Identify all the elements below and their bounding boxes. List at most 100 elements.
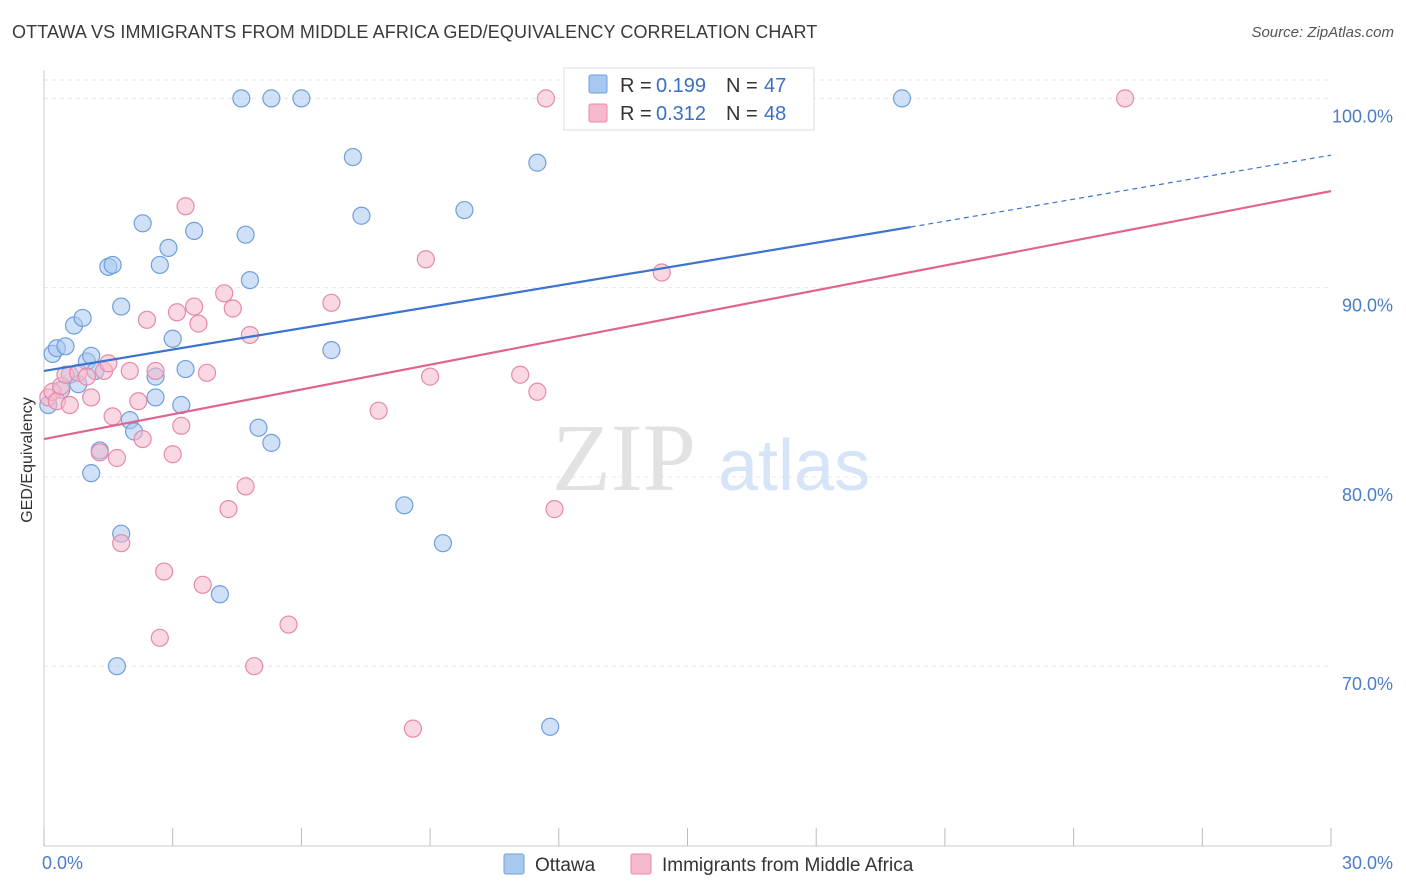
point-s1-18 xyxy=(137,310,157,329)
watermark: ZIP atlas xyxy=(552,404,870,511)
bottom-legend-immigrants: Immigrants from Middle Africa xyxy=(662,855,914,876)
legend-r-label-1: R = xyxy=(620,75,657,97)
watermark-atlas: atlas xyxy=(718,426,870,506)
point-s1-42 xyxy=(511,365,530,384)
trend-lines xyxy=(43,154,1332,441)
point-s0-43 xyxy=(541,717,560,736)
trend-line-s0 xyxy=(43,226,911,373)
point-s0-13 xyxy=(103,255,122,275)
y-tick-label-3: 100.0% xyxy=(1332,106,1393,126)
y-tick-label-2: 90.0% xyxy=(1342,296,1393,316)
point-s1-5 xyxy=(60,395,79,415)
point-s0-10 xyxy=(82,464,101,483)
point-s1-15 xyxy=(120,361,139,381)
point-s0-33 xyxy=(262,89,281,108)
bottom-legend: Ottawa Immigrants from Middle Africa xyxy=(503,853,914,876)
trend-line-s1 xyxy=(43,190,1332,441)
axes xyxy=(43,70,1332,847)
point-s0-27 xyxy=(185,221,204,240)
legend-r-value-2: 0.312 xyxy=(656,103,706,125)
point-s1-11 xyxy=(99,354,118,373)
point-s0-26 xyxy=(176,359,195,379)
x-tick-label-0: 0.0% xyxy=(42,853,83,873)
bottom-legend-swatch-ottawa xyxy=(503,853,525,875)
point-s1-31 xyxy=(219,500,238,519)
y-axis-label: GED/Equivalency xyxy=(19,397,36,522)
point-s1-38 xyxy=(369,401,388,420)
point-s0-6 xyxy=(73,308,92,328)
series-immigrants-middle-africa xyxy=(39,89,1135,738)
point-s1-8 xyxy=(82,388,101,407)
point-s0-30 xyxy=(236,225,255,244)
grid-lines xyxy=(44,79,1331,667)
point-s1-22 xyxy=(163,445,182,464)
bottom-legend-ottawa: Ottawa xyxy=(535,855,596,876)
legend-r-value-1: 0.199 xyxy=(656,75,706,97)
point-s0-16 xyxy=(107,657,127,676)
point-s0-31 xyxy=(240,270,260,290)
point-s0-14 xyxy=(112,297,131,316)
point-s1-43 xyxy=(528,382,547,401)
point-s0-37 xyxy=(343,147,362,167)
point-s0-36 xyxy=(322,341,341,360)
point-s1-44 xyxy=(536,89,556,108)
point-s1-39 xyxy=(403,719,423,738)
point-s0-3 xyxy=(56,337,75,356)
point-s0-23 xyxy=(159,238,178,258)
legend-box: R = 0.199 N = 47 R = 0.312 N = 48 xyxy=(563,67,815,131)
point-s0-32 xyxy=(249,418,268,437)
point-s1-33 xyxy=(236,477,255,496)
point-s1-7 xyxy=(77,367,97,386)
point-s1-25 xyxy=(176,197,195,216)
bottom-legend-swatch-immigrants xyxy=(630,853,652,875)
legend-n-label-2: N = xyxy=(726,103,763,125)
point-s1-12 xyxy=(103,407,122,426)
point-s1-21 xyxy=(155,562,174,581)
point-s1-9 xyxy=(90,443,109,462)
point-s1-32 xyxy=(223,299,242,318)
point-s0-44 xyxy=(892,89,912,108)
point-s1-26 xyxy=(185,297,204,316)
point-s1-24 xyxy=(172,416,191,435)
point-s1-29 xyxy=(197,363,217,382)
point-s0-24 xyxy=(163,329,182,348)
point-s1-16 xyxy=(129,392,148,411)
chart-title: OTTAWA VS IMMIGRANTS FROM MIDDLE AFRICA … xyxy=(12,22,818,42)
legend-n-value-1: 47 xyxy=(764,75,786,97)
x-tick-labels: 0.0% 30.0% xyxy=(42,853,1393,873)
point-s1-35 xyxy=(245,657,264,676)
point-s0-34 xyxy=(262,433,281,452)
point-s0-29 xyxy=(232,89,251,108)
point-s0-42 xyxy=(528,153,547,172)
point-s1-19 xyxy=(146,361,165,381)
point-s1-14 xyxy=(112,534,131,553)
point-s1-23 xyxy=(167,303,187,322)
point-s0-40 xyxy=(433,534,453,553)
point-s1-17 xyxy=(133,429,152,449)
point-s1-13 xyxy=(107,448,127,468)
trend-line-ext-s0 xyxy=(910,154,1332,228)
point-s0-35 xyxy=(292,89,311,108)
series-ottawa xyxy=(39,89,912,736)
point-s0-41 xyxy=(455,200,474,220)
point-s1-36 xyxy=(279,615,298,634)
point-s1-27 xyxy=(189,314,208,333)
legend-swatch-immigrants xyxy=(588,103,608,123)
y-tick-labels: 70.0% 80.0% 90.0% 100.0% xyxy=(1332,106,1393,694)
point-s1-45 xyxy=(545,500,564,519)
point-s1-40 xyxy=(416,250,435,269)
point-s1-41 xyxy=(421,367,440,386)
point-s1-30 xyxy=(215,284,234,303)
x-tick-label-1: 30.0% xyxy=(1342,853,1393,873)
point-s0-38 xyxy=(352,206,371,225)
chart-source: Source: ZipAtlas.com xyxy=(1251,24,1394,41)
point-s0-22 xyxy=(150,255,169,275)
legend-swatch-ottawa xyxy=(588,74,608,94)
y-tick-label-0: 70.0% xyxy=(1342,674,1393,694)
y-tick-label-1: 80.0% xyxy=(1342,485,1393,505)
point-s0-19 xyxy=(133,214,152,233)
watermark-zip: ZIP xyxy=(552,404,696,511)
legend-n-value-2: 48 xyxy=(764,103,786,125)
point-s1-47 xyxy=(1115,89,1135,108)
